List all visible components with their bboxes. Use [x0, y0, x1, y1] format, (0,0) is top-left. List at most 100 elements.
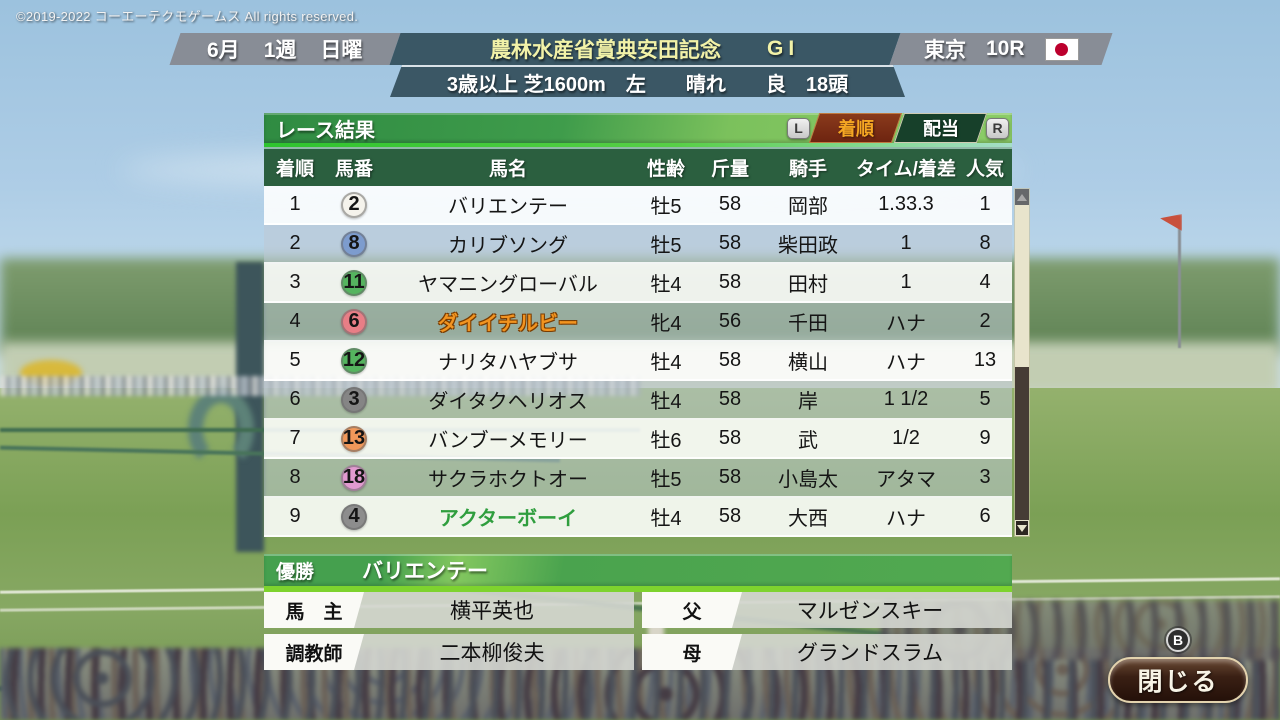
tab-rank[interactable]: 着順	[808, 113, 903, 143]
horse-number-badge: 3	[341, 386, 367, 413]
b-button-hint-icon: B	[1166, 628, 1190, 652]
flag-pole	[1178, 220, 1181, 348]
close-button[interactable]: 閉じる	[1108, 657, 1248, 703]
sex-age-cell: 牡5	[650, 196, 682, 218]
date-week: 1週	[264, 39, 297, 62]
time-margin-cell: ハナ	[886, 508, 926, 530]
horse-number-badge: 2	[341, 191, 367, 218]
scroll-down-arrow-icon[interactable]	[1015, 520, 1029, 536]
r-bumper-icon: R	[986, 117, 1009, 139]
col-jockey: 騎手	[788, 159, 827, 180]
rank-cell: 1	[289, 193, 301, 215]
rank-cell: 7	[289, 427, 301, 449]
panel-underline	[264, 143, 1012, 147]
horse-name-cell: カリブソング	[448, 235, 568, 257]
number-cell: 11	[326, 269, 382, 296]
popularity-cell: 6	[979, 505, 991, 527]
weight-cell: 56	[718, 310, 742, 332]
time-margin-cell: 1 1/2	[883, 388, 929, 410]
sex-age-cell: 牡6	[650, 430, 682, 452]
horse-name-cell: バリエンテー	[448, 196, 568, 218]
race-title-bar: 農林水産省賞典安田記念 GI	[389, 33, 901, 65]
number-cell: 18	[326, 464, 382, 491]
weight-cell: 58	[718, 505, 742, 527]
date-month: 6月	[207, 39, 240, 62]
weight-cell: 58	[718, 271, 742, 293]
result-row: 2 8 カリブソング 牡5 58 柴田政 1 8	[264, 225, 1012, 264]
tab-group: L 着順 配当 R	[784, 113, 1012, 143]
date-bar: 6月 1週 日曜	[169, 33, 401, 65]
horse-number-badge: 18	[341, 464, 367, 491]
winner-details: 馬 主 横平英也 父 マルゼンスキー 調教師 二本柳俊夫 母 グランドスラム	[264, 592, 1012, 670]
rank-cell: 2	[289, 232, 301, 254]
panel-header: レース結果 L 着順 配当 R	[264, 113, 1012, 143]
number-cell: 6	[326, 308, 382, 335]
popularity-cell: 3	[979, 466, 991, 488]
rank-cell: 5	[289, 349, 301, 371]
jockey-cell: 大西	[788, 508, 828, 530]
popularity-cell: 1	[979, 193, 991, 215]
popularity-cell: 2	[979, 310, 991, 332]
tab-payout[interactable]: 配当	[893, 113, 988, 143]
scrollbar-track[interactable]	[1015, 367, 1029, 520]
result-row: 4 6 ダイイチルビー 牝4 56 千田 ハナ 2	[264, 303, 1012, 342]
race-conditions: 3歳以上 芝1600m 左 晴れ 良 18頭	[446, 73, 849, 96]
dam-cell: 母 グランドスラム	[642, 634, 1012, 670]
panel-title: レース結果	[276, 119, 375, 142]
owner-label: 馬 主	[264, 592, 364, 628]
horse-number-badge: 8	[341, 230, 367, 257]
weight-cell: 58	[718, 388, 742, 410]
result-row: 8 18 サクラホクトオー 牡5 58 小島太 アタマ 3	[264, 459, 1012, 498]
sire-label: 父	[642, 592, 742, 628]
race-header-band: 6月 1週 日曜 農林水産省賞典安田記念 GI 東京 10R	[169, 33, 1113, 65]
time-margin-cell: ハナ	[886, 313, 926, 335]
dam-value: グランドスラム	[796, 642, 944, 665]
trainer-value: 二本柳俊夫	[439, 642, 545, 665]
jockey-cell: 小島太	[778, 469, 838, 491]
col-popularity: 人気	[965, 159, 1004, 180]
foreground-crowd	[0, 648, 1280, 720]
weight-cell: 58	[718, 427, 742, 449]
col-number: 馬番	[334, 159, 373, 180]
col-weight: 斤量	[710, 159, 749, 180]
col-name: 馬名	[488, 159, 527, 180]
weight-cell: 58	[718, 193, 742, 215]
result-row: 5 12 ナリタハヤブサ 牡4 58 横山 ハナ 13	[264, 342, 1012, 381]
race-conditions-bar: 3歳以上 芝1600m 左 晴れ 良 18頭	[390, 65, 905, 97]
popularity-cell: 8	[979, 232, 991, 254]
owner-cell: 馬 主 横平英也	[264, 592, 634, 628]
sire-value: マルゼンスキー	[796, 600, 944, 623]
result-table: 1 2 バリエンテー 牡5 58 岡部 1.33.3 1 2 8 カリブソング 牡5 58 柴田政 1 8 3 1…	[264, 186, 1012, 537]
weight-cell: 58	[718, 349, 742, 371]
result-row: 9 4 アクターボーイ 牡4 58 大西 ハナ 6	[264, 498, 1012, 537]
horse-name-cell: ダイタクヘリオス	[428, 391, 588, 413]
horse-name-cell: ナリタハヤブサ	[438, 352, 578, 374]
number-cell: 2	[326, 191, 382, 218]
result-row: 7 13 バンブーメモリー 牡6 58 武 1/2 9	[264, 420, 1012, 459]
table-header: 着順 馬番 馬名 性齢 斤量 騎手 タイム/着差 人気	[264, 147, 1012, 186]
time-margin-cell: ハナ	[886, 352, 926, 374]
scroll-up-arrow-icon[interactable]	[1015, 189, 1029, 205]
winner-underline	[264, 586, 1012, 592]
result-row: 6 3 ダイタクヘリオス 牡4 58 岸 1 1/2 5	[264, 381, 1012, 420]
horse-name-cell: サクラホクトオー	[428, 469, 588, 491]
result-row: 3 11 ヤマニングローバル 牡4 58 田村 1 4	[264, 264, 1012, 303]
col-rank: 着順	[275, 159, 314, 180]
horse-name-cell: ダイイチルビー	[438, 313, 578, 335]
rank-cell: 6	[289, 388, 301, 410]
horse-name-cell: ヤマニングローバル	[418, 274, 598, 296]
jockey-cell: 横山	[788, 352, 828, 374]
horse-number-badge: 11	[341, 269, 367, 296]
winner-label: 優勝	[276, 561, 315, 583]
venue-race-no: 10R	[985, 37, 1025, 60]
result-row: 1 2 バリエンテー 牡5 58 岡部 1.33.3 1	[264, 186, 1012, 225]
scrollbar[interactable]	[1014, 188, 1030, 537]
scrollbar-thumb[interactable]	[1015, 205, 1029, 367]
time-margin-cell: アタマ	[876, 469, 936, 491]
sex-age-cell: 牝4	[650, 313, 682, 335]
horse-number-badge: 4	[341, 503, 367, 530]
sex-age-cell: 牡4	[650, 508, 682, 530]
venue-track: 東京	[923, 39, 966, 62]
owner-value: 横平英也	[450, 600, 534, 623]
